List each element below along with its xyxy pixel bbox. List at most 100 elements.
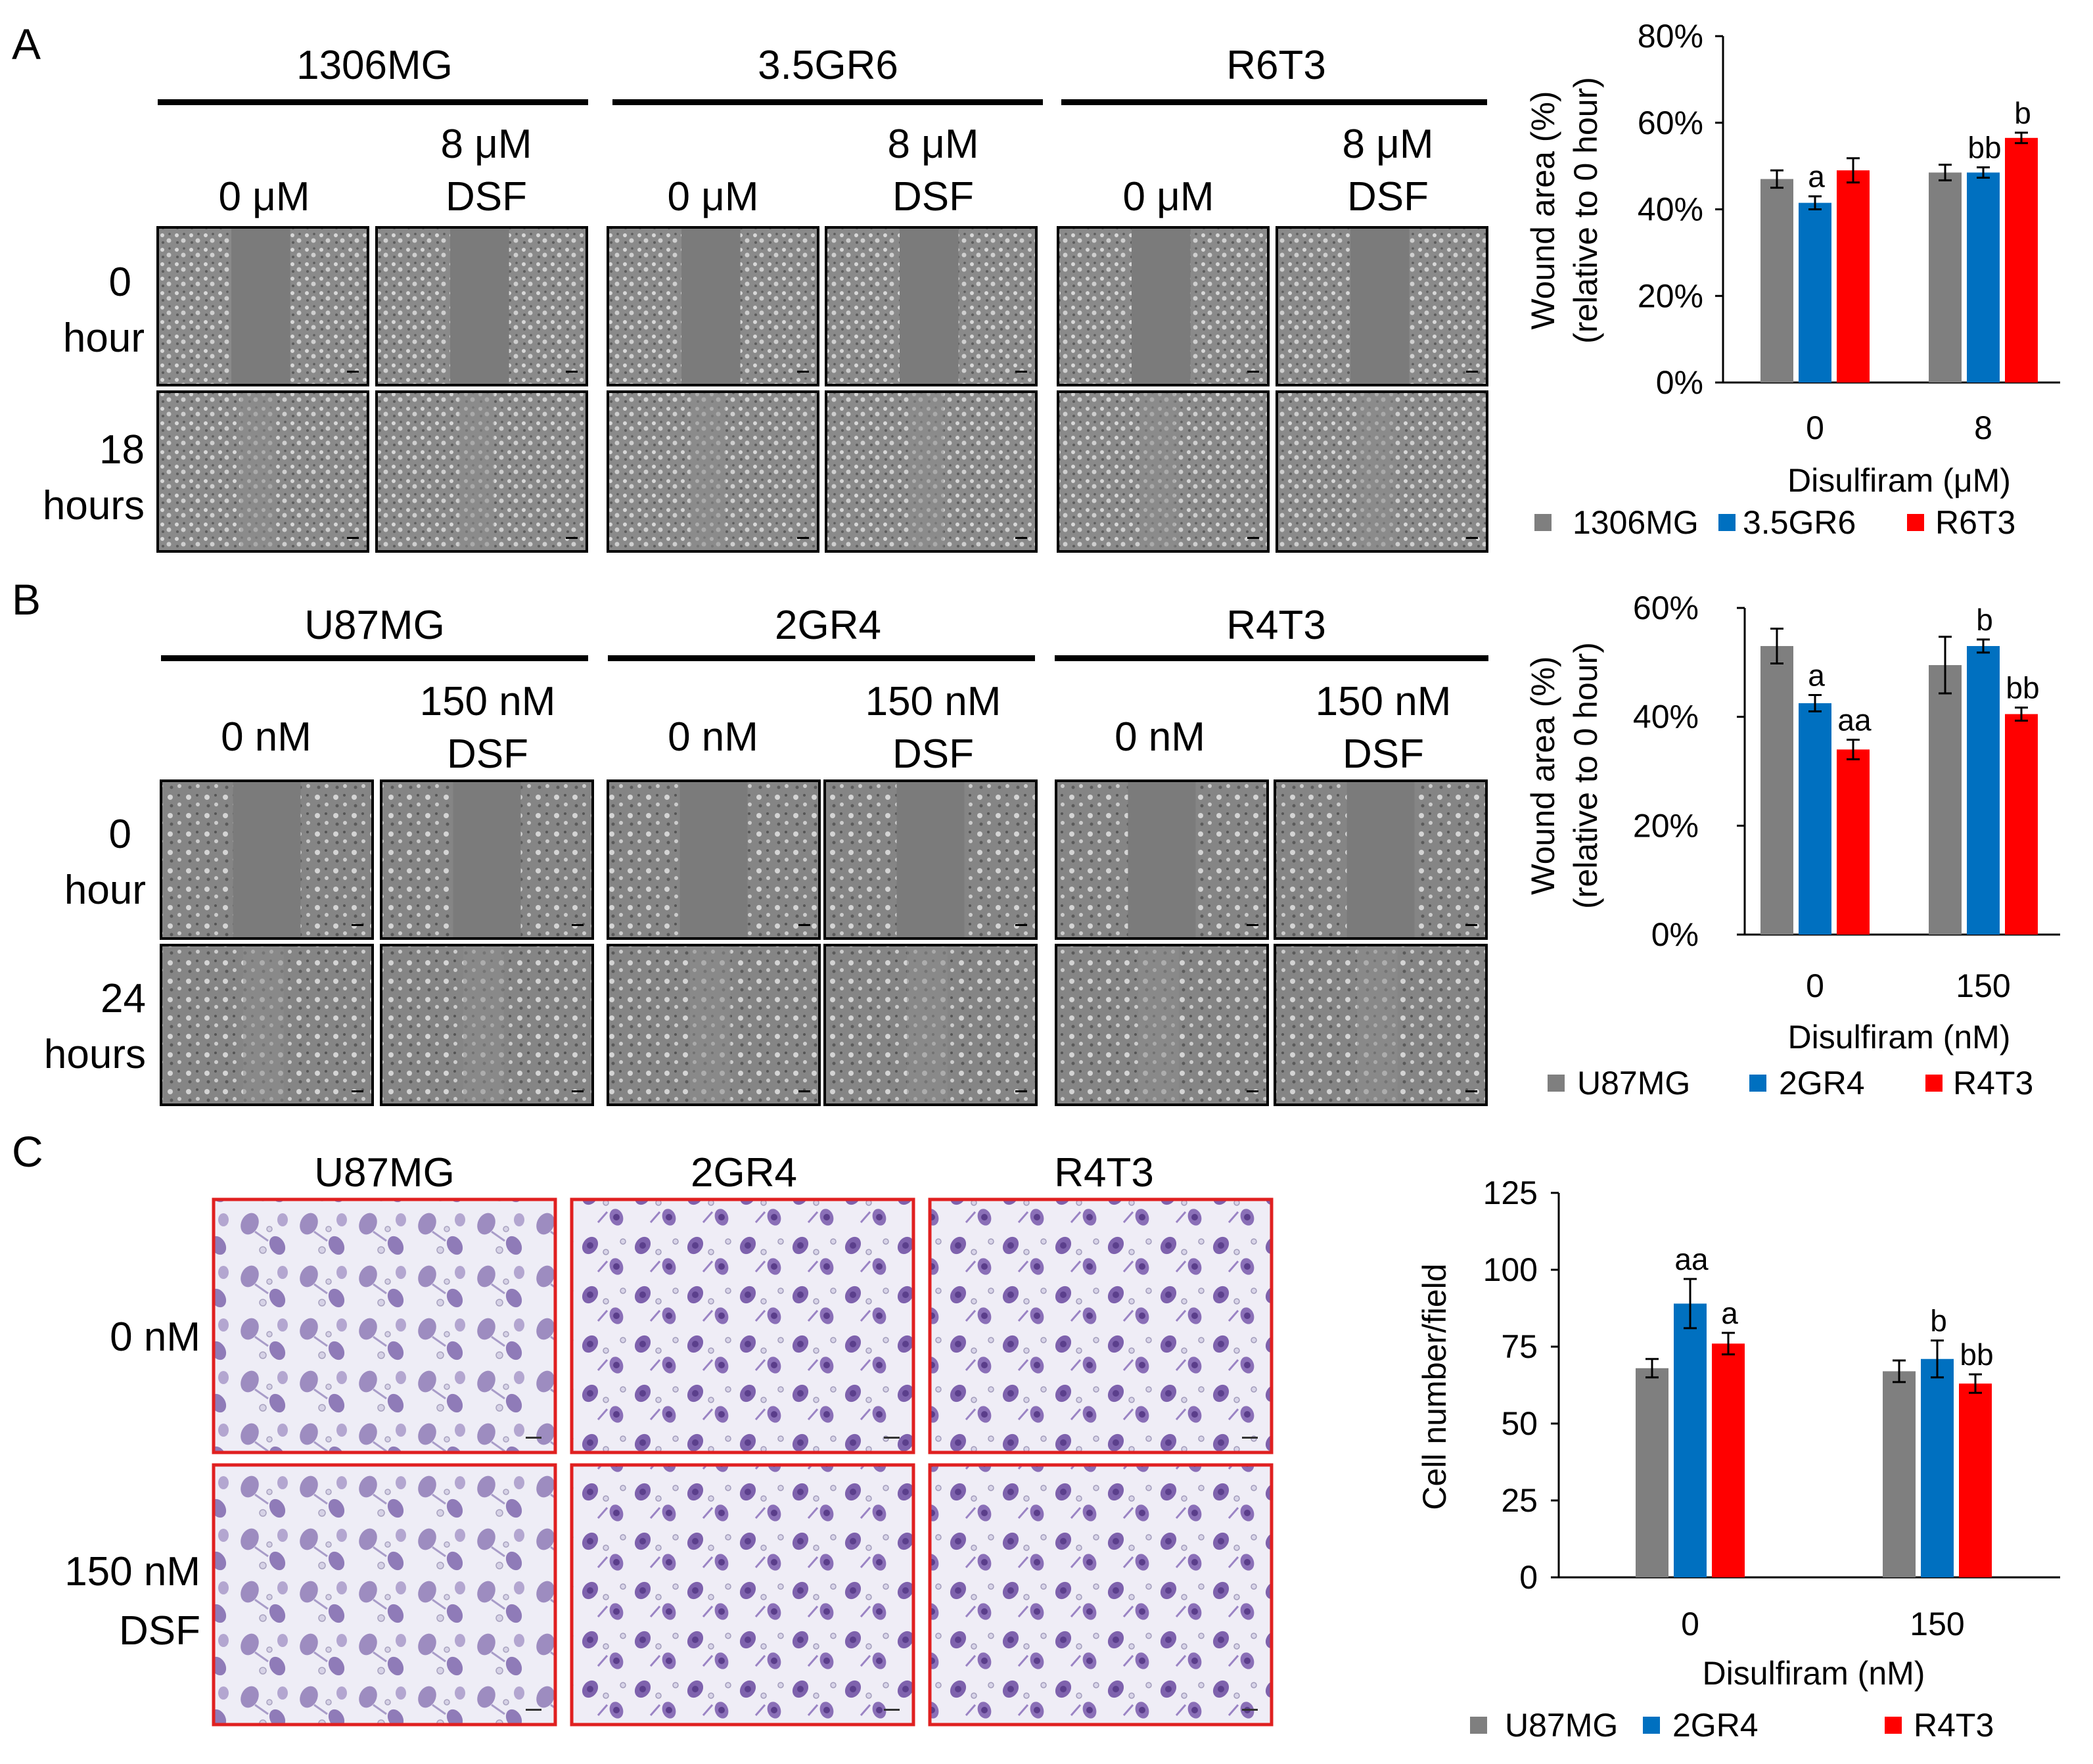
scale-bar [797,371,809,373]
scale-bar [352,924,363,926]
panel-a-cond-label: 8 μM [887,122,978,167]
significance-label: a [1808,659,1825,693]
y-axis-label: Cell number/field [1416,1263,1453,1510]
panel-b-group-bar [608,655,1035,661]
x-axis-label: Disulfiram (nM) [1703,1655,1925,1692]
wound-image-b-later [607,944,821,1106]
scale-bar [347,537,359,539]
y-axis-label: Wound area (%) [1525,656,1561,894]
panel-a-cond-label: 8 μM [1342,122,1433,167]
y-tick-label: 60% [1633,590,1699,626]
panel-b-cond-label: 150 nM [865,679,1001,724]
y-tick-label: 25 [1501,1482,1538,1519]
bar-r4t3-0 [1837,749,1870,935]
wound-image-b-0h [823,779,1038,940]
scale-bar [1465,924,1477,926]
y-axis-label: Wound area (%) [1525,91,1561,329]
wound-image-a-later [1057,390,1270,553]
scale-bar [347,371,359,373]
panel-b-group-bar [161,655,588,661]
x-tick-label: 0 [1681,1606,1699,1642]
panel-b-row-label: 0 [109,812,131,857]
legend-swatch [1548,1075,1565,1092]
y-tick-label: 80% [1638,18,1703,55]
panel-c-group-header: 2GR4 [691,1150,797,1195]
scale-bar [1247,371,1259,373]
scale-bar [572,1090,584,1092]
scale-bar [566,537,578,539]
panel-a-cond-label: 8 μM [440,122,532,167]
wound-image-a-later [607,390,819,553]
wound-image-b-later [1274,944,1488,1106]
bar-r4t3-150 [2005,714,2038,935]
legend-label: U87MG [1505,1707,1618,1744]
legend-swatch [1534,514,1552,531]
transwell-image [212,1463,557,1727]
scale-bar [1015,371,1027,373]
legend-swatch [1470,1717,1487,1734]
scale-bar [1242,1437,1258,1439]
panel-a-cond-label: 0 μM [218,174,310,220]
scale-bar [1242,1709,1258,1711]
wound-image-b-0h [160,779,374,940]
legend-swatch [1907,514,1924,531]
x-tick-label: 150 [1956,967,2010,1004]
legend-swatch [1718,514,1736,531]
legend-label: U87MG [1577,1065,1690,1102]
scale-bar [352,1090,363,1092]
significance-label: bb [1960,1337,1993,1372]
scale-bar [1247,1090,1258,1092]
y-axis-label: (relative to 0 hour) [1567,77,1604,344]
scale-bar [1465,1090,1477,1092]
bar-r6t3-0 [1837,170,1870,383]
bar-u87mg-150 [1929,664,1962,935]
bar-3-5gr6-0 [1799,202,1831,383]
bar-chart-b: 0% 20% 40% 60% Wound area (%) (relative to 0 … [1525,590,2060,1102]
wound-image-b-0h [607,779,821,940]
transwell-image [928,1197,1274,1454]
bar-2gr4-0 [1674,1303,1707,1577]
panel-a-group-bar [158,99,588,105]
panel-a-cond-label: DSF [1347,174,1429,220]
panel-b-cond-label: 150 nM [420,679,556,724]
panel-b-cond-label: DSF [447,731,528,777]
panel-letter-b: B [12,575,41,624]
panel-a-row-label: hours [43,483,145,528]
wound-image-a-0h [156,226,369,386]
wound-image-b-0h [380,779,594,940]
panel-b-cond-label: 0 nM [221,714,311,760]
scale-bar [798,1090,810,1092]
bar-u87mg-0 [1636,1368,1668,1577]
panel-c-group-header: U87MG [314,1150,455,1195]
panel-a-group-bar [612,99,1043,105]
panel-b-group-header: U87MG [304,603,445,648]
panel-a-cond-label: DSF [892,174,974,220]
y-tick-label: 125 [1483,1174,1538,1211]
wound-image-a-later [825,390,1038,553]
wound-image-b-later [823,944,1038,1106]
bar-r4t3-150 [1959,1383,1992,1577]
bar-3-5gr6-8 [1967,172,2000,383]
y-tick-label: 20% [1633,807,1699,844]
bar-2gr4-0 [1799,703,1831,935]
x-tick-label: 0 [1806,409,1824,446]
bar-2gr4-150 [1967,645,2000,935]
legend-swatch [1643,1717,1660,1734]
bar-u87mg-150 [1883,1371,1916,1577]
significance-label: aa [1674,1242,1709,1276]
wound-image-a-0h [825,226,1038,386]
bar-2gr4-150 [1921,1358,1954,1577]
panel-b-cond-label: 0 nM [1115,714,1205,760]
bar-1306mg-8 [1929,172,1962,383]
wound-image-a-later [156,390,369,553]
legend-label: 2GR4 [1779,1065,1865,1102]
transwell-image [570,1197,915,1454]
panel-b-group-bar [1055,655,1488,661]
x-tick-label: 0 [1806,967,1824,1004]
legend-label: 2GR4 [1672,1707,1759,1744]
panel-b-cond-label: 0 nM [668,714,758,760]
wound-image-a-0h [1276,226,1488,386]
legend-swatch [1749,1075,1766,1092]
y-tick-label: 60% [1638,104,1703,141]
wound-image-a-later [375,390,588,553]
